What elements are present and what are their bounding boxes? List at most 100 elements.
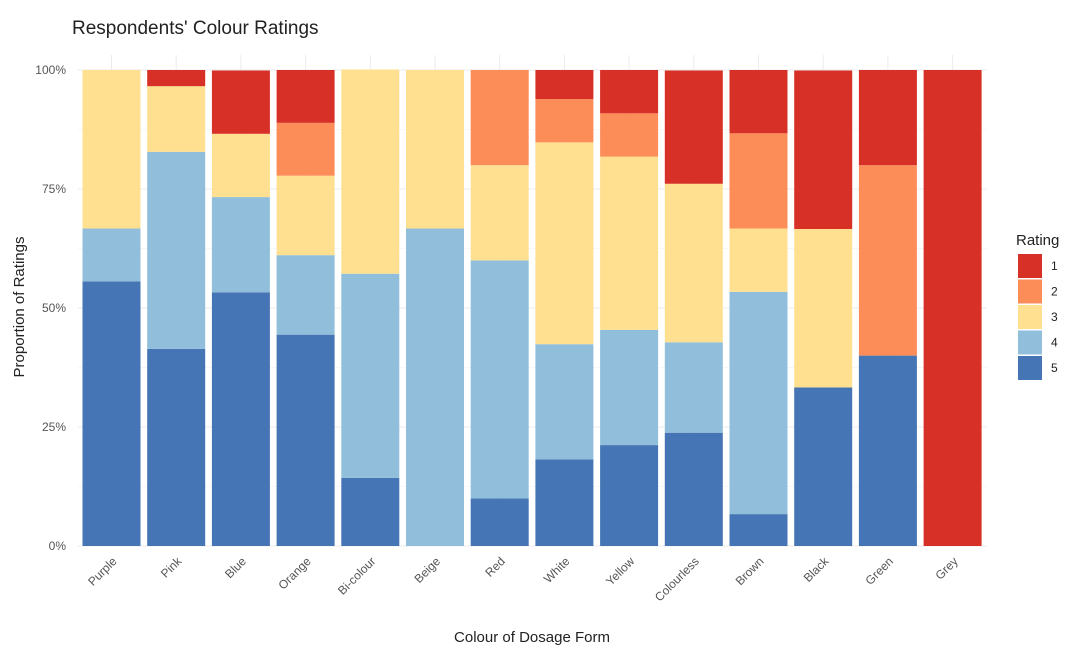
- x-tick-label: Yellow: [603, 554, 637, 588]
- bar-segment-rating-1: [276, 70, 335, 123]
- bar-segment-rating-5: [276, 334, 335, 546]
- legend-item-3: 3: [1018, 305, 1058, 329]
- legend-item-1: 1: [1018, 254, 1058, 278]
- bar-stack-pink: [147, 70, 206, 546]
- bar-segment-rating-1: [664, 70, 723, 184]
- bar-stack-brown: [729, 70, 788, 546]
- bar-segment-rating-5: [794, 387, 853, 546]
- bar-stack-white: [535, 70, 594, 546]
- bar-segment-rating-3: [341, 69, 400, 274]
- x-tick-label: Red: [482, 554, 507, 579]
- bar-segment-rating-4: [341, 273, 400, 478]
- legend-label: 2: [1051, 285, 1058, 299]
- bar-segment-rating-5: [600, 445, 659, 546]
- legend-key: [1018, 254, 1042, 278]
- bar-stack-orange: [276, 70, 335, 546]
- bar-segment-rating-2: [729, 133, 788, 229]
- x-axis-title: Colour of Dosage Form: [454, 629, 610, 646]
- bar-segment-rating-3: [600, 156, 659, 330]
- bar-segment-rating-1: [600, 70, 659, 114]
- bar-segment-rating-3: [406, 70, 464, 229]
- bar-segment-rating-5: [664, 432, 723, 546]
- legend-title: Rating: [1016, 232, 1059, 249]
- legend-item-4: 4: [1018, 330, 1058, 355]
- bar-segment-rating-5: [211, 292, 270, 546]
- legend-key: [1018, 330, 1042, 355]
- bar-segment-rating-4: [406, 228, 464, 546]
- bar-segment-rating-4: [535, 344, 594, 460]
- legend-label: 1: [1051, 259, 1058, 273]
- bar-segment-rating-3: [82, 70, 141, 229]
- legend: Rating 1 2 3 4 5: [1016, 232, 1059, 380]
- bar-segment-rating-5: [341, 477, 400, 546]
- bar-segment-rating-4: [276, 255, 335, 335]
- bar-stack-red: [470, 70, 529, 546]
- legend-item-2: 2: [1018, 279, 1058, 304]
- legend-label: 5: [1051, 361, 1058, 375]
- bar-segment-rating-3: [729, 228, 788, 292]
- bar-segment-rating-1: [211, 70, 270, 134]
- y-tick-label: 0%: [49, 539, 67, 553]
- bar-segment-rating-3: [664, 183, 723, 343]
- x-tick-label: Green: [863, 554, 896, 587]
- bar-segment-rating-3: [535, 142, 594, 345]
- bar-stack-colourless: [664, 70, 723, 546]
- bar-stack-blue: [211, 70, 270, 546]
- y-axis-title: Proportion of Ratings: [11, 237, 28, 378]
- legend-key: [1018, 279, 1042, 304]
- bar-segment-rating-4: [82, 228, 141, 282]
- x-tick-label: Beige: [412, 554, 444, 586]
- bar-segment-rating-3: [794, 228, 853, 388]
- y-tick-label: 50%: [42, 301, 66, 315]
- legend-items: 1 2 3 4 5: [1018, 254, 1058, 380]
- x-tick-label: Colourless: [652, 554, 702, 604]
- bar-stack-purple: [82, 70, 141, 546]
- bar-stack-black: [794, 70, 853, 546]
- legend-key: [1018, 356, 1042, 380]
- bar-segment-rating-5: [535, 459, 594, 546]
- bar-segment-rating-4: [147, 151, 206, 349]
- x-tick-label: Grey: [932, 554, 960, 582]
- x-tick-label: White: [541, 554, 573, 586]
- bar-segment-rating-3: [211, 133, 270, 198]
- bar-segment-rating-5: [729, 514, 788, 546]
- chart-title: Respondents' Colour Ratings: [72, 18, 319, 39]
- legend-label: 4: [1051, 336, 1058, 350]
- bar-stack-green: [858, 70, 917, 546]
- bar-segment-rating-1: [147, 70, 206, 87]
- bar-stack-beige: [406, 70, 464, 546]
- legend-key: [1018, 305, 1042, 329]
- bar-segment-rating-2: [470, 70, 529, 166]
- x-tick-label: Blue: [222, 554, 249, 581]
- bar-segment-rating-1: [729, 70, 788, 134]
- bar-segment-rating-4: [600, 329, 659, 446]
- bar-segment-rating-4: [729, 291, 788, 515]
- bar-segment-rating-5: [147, 348, 206, 546]
- y-tick-label: 25%: [42, 420, 66, 434]
- bar-segment-rating-5: [82, 281, 141, 546]
- bar-stack-bi-colour: [341, 69, 400, 546]
- bar-segment-rating-2: [858, 165, 917, 356]
- x-tick-label: Pink: [158, 554, 185, 581]
- legend-label: 3: [1051, 310, 1058, 324]
- x-tick-label: Black: [801, 554, 832, 585]
- y-axis-ticks: 0% 25% 50% 75% 100%: [35, 63, 66, 553]
- bar-segment-rating-5: [470, 498, 529, 546]
- x-tick-label: Bi-colour: [335, 554, 378, 597]
- bar-segment-rating-3: [147, 86, 206, 152]
- bar-segment-rating-2: [600, 113, 659, 157]
- bars: [82, 69, 982, 546]
- bar-segment-rating-2: [535, 99, 594, 143]
- x-axis-ticks: Purple Pink Blue Orange Bi-colour Beige Red Whi…: [85, 554, 961, 605]
- bar-segment-rating-5: [858, 355, 917, 546]
- bar-segment-rating-1: [923, 70, 982, 546]
- bar-segment-rating-2: [276, 122, 335, 176]
- bar-stack-grey: [923, 70, 982, 546]
- legend-item-5: 5: [1018, 356, 1058, 380]
- bar-segment-rating-3: [276, 175, 335, 256]
- bar-segment-rating-1: [535, 70, 594, 100]
- bar-segment-rating-1: [858, 70, 917, 166]
- bar-segment-rating-1: [794, 70, 853, 229]
- bar-segment-rating-4: [470, 260, 529, 499]
